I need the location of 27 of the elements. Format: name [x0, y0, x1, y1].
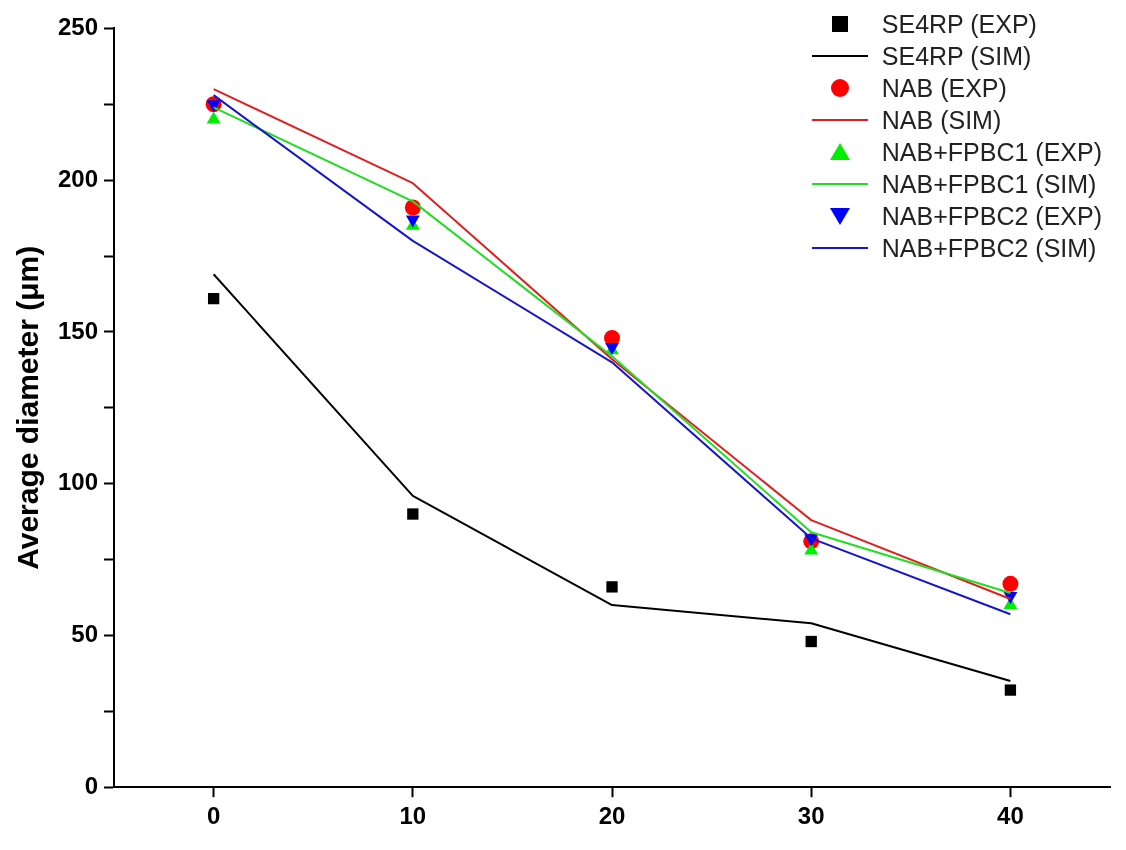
legend-label: NAB (SIM) — [881, 105, 1002, 136]
y-tick-label: 50 — [71, 620, 99, 648]
x-tick-label: 0 — [206, 802, 221, 830]
y-tick-label: 250 — [58, 13, 99, 41]
x-tick-label: 20 — [598, 802, 626, 830]
y-tick-label: 0 — [84, 771, 99, 799]
y-axis-title: Average diameter (μm) — [11, 245, 45, 570]
point — [805, 635, 817, 648]
point — [606, 581, 618, 593]
y-tick-label: 100 — [58, 468, 99, 496]
y-tick-label: 200 — [58, 164, 99, 192]
legend-label: NAB+FPBC2 (SIM) — [881, 233, 1097, 264]
legend-label: NAB (EXP) — [881, 73, 1007, 104]
x-tick-label: 10 — [399, 802, 427, 830]
legend-label: NAB+FPBC2 (EXP) — [881, 201, 1102, 232]
legend-label: SE4RP (SIM) — [881, 41, 1032, 72]
point — [207, 292, 220, 305]
legend-label: NAB+FPBC1 (EXP) — [881, 137, 1102, 168]
point — [1004, 684, 1017, 696]
point — [206, 100, 221, 113]
y-tick-label: 150 — [58, 316, 99, 344]
point — [407, 508, 419, 520]
point — [1002, 575, 1019, 592]
x-tick-label: 40 — [997, 802, 1024, 830]
legend-label: SE4RP (EXP) — [881, 9, 1037, 40]
x-tick-label: 30 — [797, 802, 825, 830]
legend-label: NAB+FPBC1 (SIM) — [881, 169, 1097, 200]
